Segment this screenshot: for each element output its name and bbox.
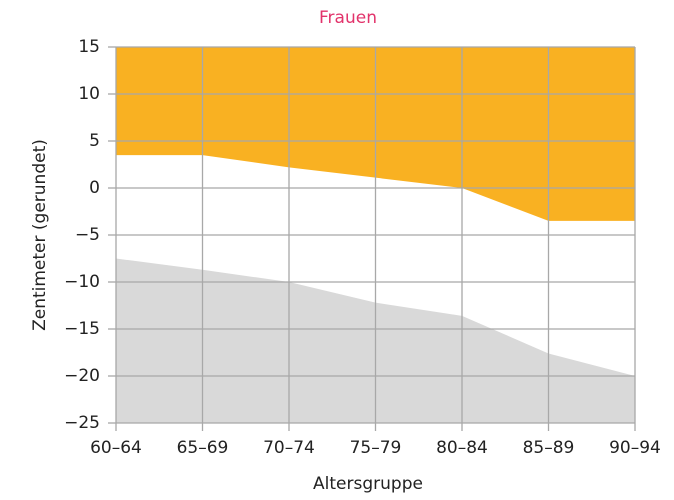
- x-tick-label: 90–94: [609, 438, 661, 458]
- x-tick-label: 70–74: [263, 438, 315, 458]
- x-tick-label: 65–69: [177, 438, 229, 458]
- x-tick-label: 85–89: [523, 438, 575, 458]
- y-tick-label: −20: [64, 366, 100, 386]
- y-axis-title: Zentimeter (gerundet): [30, 139, 50, 331]
- y-tick-label: −5: [75, 225, 100, 245]
- y-tick-label: −15: [64, 319, 100, 339]
- y-tick-label: −10: [64, 272, 100, 292]
- x-tick-label: 75–79: [350, 438, 402, 458]
- y-tick-label: −25: [64, 413, 100, 433]
- chart-title: Frauen: [319, 8, 377, 28]
- y-tick-label: 15: [78, 37, 100, 57]
- x-axis-title: Altersgruppe: [313, 474, 423, 494]
- y-tick-label: 10: [78, 84, 100, 104]
- y-tick-label: 5: [89, 131, 100, 151]
- y-tick-label: 0: [89, 178, 100, 198]
- x-tick-label: 60–64: [90, 438, 142, 458]
- x-tick-label: 80–84: [436, 438, 488, 458]
